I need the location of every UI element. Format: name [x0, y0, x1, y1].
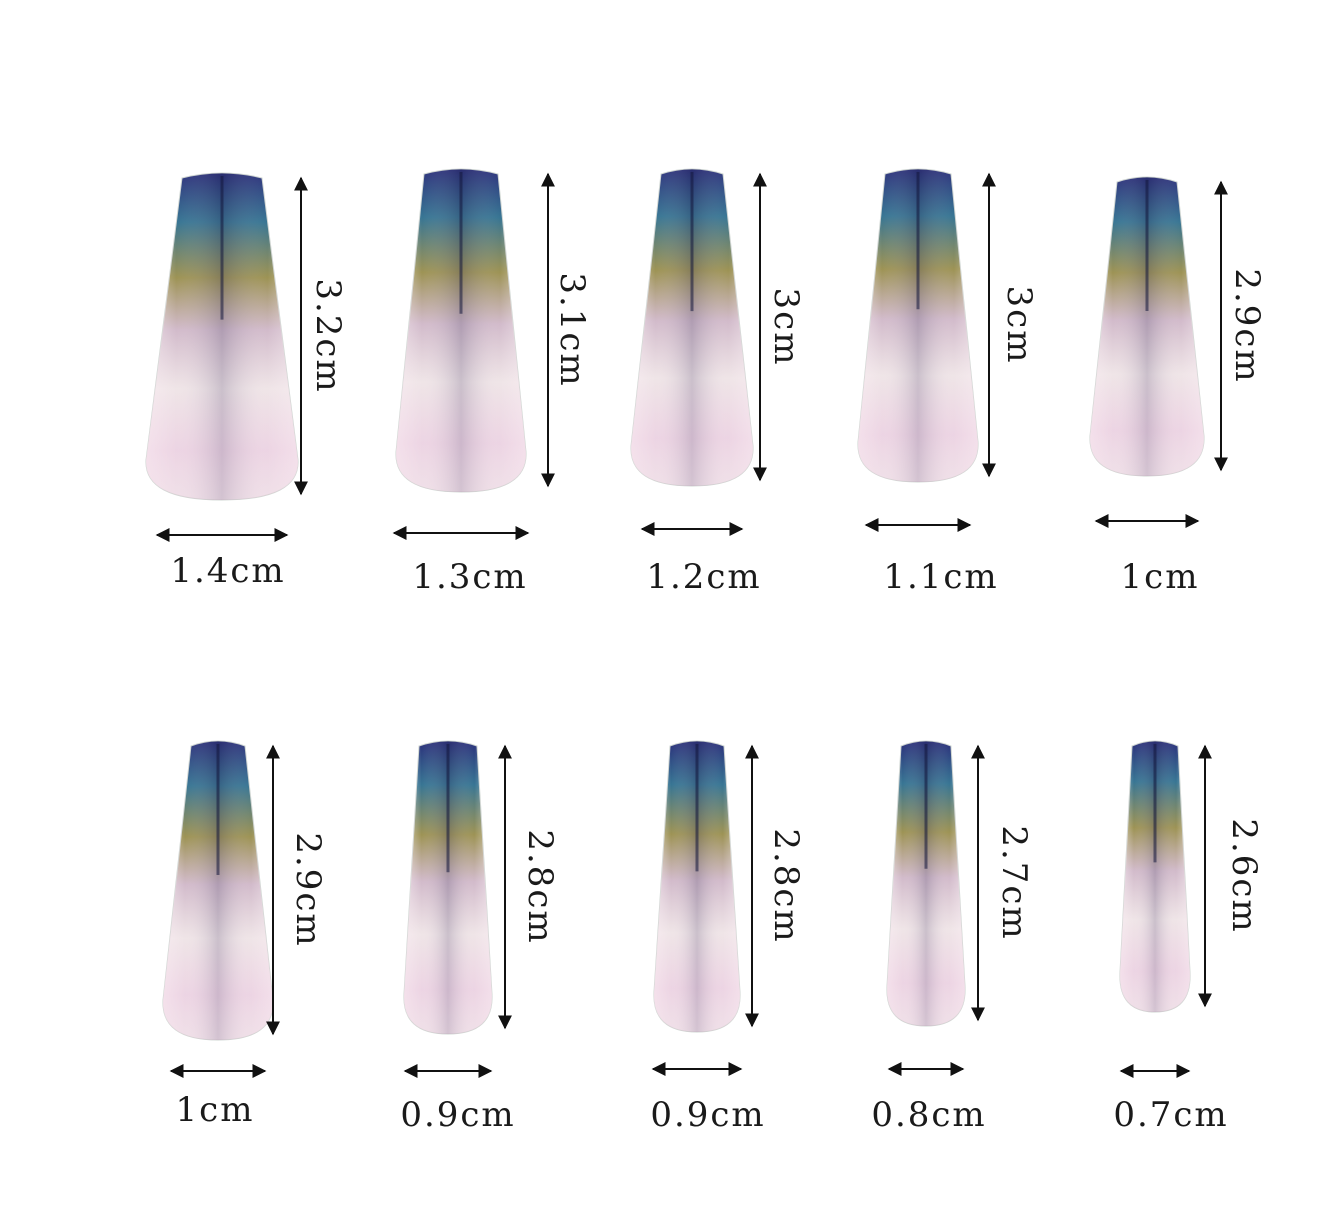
length-label: 2.9cm: [1227, 268, 1267, 383]
width-label: 1.1cm: [883, 557, 998, 597]
nail-item: 1.3cm 3.1cm: [392, 168, 592, 597]
width-label: 0.9cm: [650, 1095, 765, 1135]
nail-item: 1cm 2.9cm: [162, 740, 328, 1130]
width-label: 0.9cm: [400, 1095, 515, 1135]
nail-iridescence: [162, 741, 274, 1040]
width-label: 1.4cm: [170, 551, 285, 591]
length-label: 2.6cm: [1224, 818, 1264, 933]
width-label: 1cm: [1121, 557, 1200, 597]
nail-iridescence: [630, 169, 754, 486]
length-label: 3cm: [766, 288, 806, 367]
nail-iridescence: [403, 741, 493, 1034]
length-label: 2.8cm: [766, 828, 806, 943]
length-label: 2.7cm: [994, 825, 1034, 940]
nail-iridescence: [886, 741, 966, 1026]
width-label: 0.8cm: [871, 1095, 986, 1135]
nail-item: 0.9cm 2.8cm: [650, 740, 806, 1135]
nail-iridescence: [395, 169, 527, 492]
nail-iridescence: [1089, 177, 1205, 476]
nail-iridescence: [1119, 741, 1191, 1012]
length-label: 3.2cm: [308, 278, 348, 393]
nail-item: 0.8cm 2.7cm: [871, 740, 1034, 1135]
nail-iridescence: [653, 741, 741, 1032]
nail-item: 1cm 2.9cm: [1089, 176, 1267, 597]
nail-item: 0.7cm 2.6cm: [1113, 740, 1264, 1135]
length-label: 3.1cm: [552, 272, 592, 387]
nail-item: 1.1cm 3cm: [857, 168, 1039, 597]
length-label: 3cm: [999, 286, 1039, 365]
length-label: 2.9cm: [288, 832, 328, 947]
nail-item: 0.9cm 2.8cm: [400, 740, 560, 1135]
length-label: 2.8cm: [520, 829, 560, 944]
width-label: 1cm: [176, 1090, 255, 1130]
nail-item: 1.2cm 3cm: [630, 168, 806, 597]
width-label: 0.7cm: [1113, 1095, 1228, 1135]
nail-item: 1.4cm 3.2cm: [145, 172, 348, 591]
nail-iridescence: [145, 173, 299, 500]
nail-iridescence: [857, 169, 979, 482]
width-label: 1.3cm: [412, 557, 527, 597]
width-label: 1.2cm: [646, 557, 761, 597]
